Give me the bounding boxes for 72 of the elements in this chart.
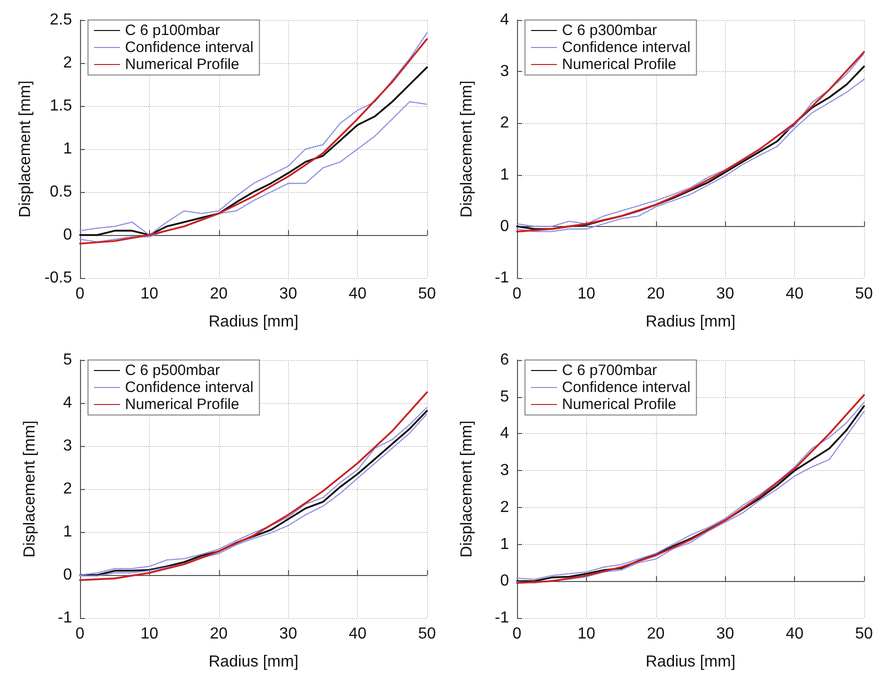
x-tick-label: 10 [140,286,158,302]
y-tick-label: 1.5 [50,98,72,114]
x-tick-label: 40 [786,286,804,302]
x-tick-label: 20 [210,626,228,642]
legend-label: Confidence interval [562,379,690,396]
x-tick-label: 0 [76,286,85,302]
x-axis-title: Radius [mm] [646,654,736,670]
y-tick-label: 3 [63,438,72,454]
x-tick-label: 30 [279,286,298,302]
legend-label: C 6 p700mbar [562,362,658,379]
x-tick-label: 30 [716,286,734,302]
y-tick-label: 1 [500,536,510,553]
y-axis-title: Displacement [mm] [17,80,34,218]
x-tick-label: 10 [578,626,596,642]
legend-label: Numerical Profile [562,396,676,413]
y-tick-label: 2 [63,480,72,498]
y-tick-label: 6 [500,352,510,368]
x-tick-label: 40 [786,626,804,642]
y-tick-label: 4 [63,394,72,412]
x-tick-label: 20 [210,286,228,302]
legend-label: Numerical Profile [125,396,240,413]
y-axis-title: Displacement [mm] [22,420,38,558]
legend-label: Confidence interval [562,39,690,56]
y-tick-label: 1 [500,166,510,184]
y-tick-label: 2 [500,114,510,132]
x-tick-label: 0 [512,626,522,642]
legend-label: C 6 p500mbar [125,362,220,379]
legend-label: C 6 p300mbar [562,22,658,39]
x-tick-label: 0 [76,626,85,642]
y-tick-label: 3 [500,462,510,480]
legend-label: Confidence interval [125,39,254,56]
x-tick-label: 50 [855,286,873,302]
x-tick-label: 50 [418,286,436,302]
x-tick-label: 30 [279,626,298,642]
y-tick-label: 0 [500,572,510,590]
x-tick-label: 0 [512,286,522,302]
y-tick-label: -1 [494,610,510,626]
x-tick-label: 10 [578,286,596,302]
y-tick-label: 5 [500,388,510,406]
y-tick-label: -1 [58,610,72,626]
x-axis-title: Radius [mm] [208,314,298,330]
y-axis-title: Displacement [mm] [458,420,476,558]
legend-label: C 6 p100mbar [125,22,220,39]
legend-label: Numerical Profile [125,56,240,73]
x-tick-label: 50 [418,626,436,642]
y-tick-label: 1 [63,140,72,158]
y-tick-label: 0.5 [50,184,72,200]
y-tick-label: -1 [494,270,510,286]
x-axis-title: Radius [mm] [646,314,736,330]
y-tick-label: 0 [500,218,510,235]
y-tick-label: 5 [63,352,72,368]
x-tick-label: 40 [348,626,367,642]
y-tick-label: 4 [500,425,510,442]
y-tick-label: 3 [500,63,510,80]
y-tick-label: 2.5 [50,12,72,28]
x-tick-label: 10 [140,626,158,642]
x-tick-label: 50 [855,626,873,642]
x-axis-title: Radius [mm] [208,654,298,670]
x-tick-label: 20 [646,286,665,302]
y-tick-label: 4 [500,12,510,28]
y-tick-label: 2 [500,498,510,516]
y-tick-label: 1 [63,524,72,540]
x-tick-label: 20 [646,626,665,642]
legend-label: Numerical Profile [562,56,676,73]
y-tick-label: 0 [63,566,72,584]
y-tick-label: 2 [63,54,72,72]
x-tick-label: 40 [348,286,367,302]
y-axis-title: Displacement [mm] [458,80,476,218]
legend-label: Confidence interval [125,379,254,396]
y-tick-label: -0.5 [44,270,72,286]
y-tick-label: 0 [63,226,72,244]
x-tick-label: 30 [716,626,734,642]
